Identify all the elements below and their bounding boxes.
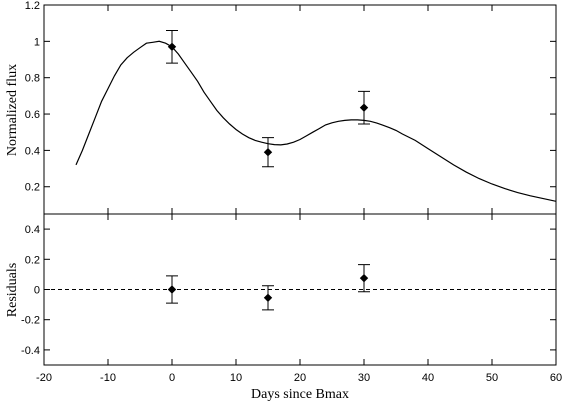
flux-y-tick-label: 1.2 xyxy=(25,0,40,12)
x-tick-label: 20 xyxy=(294,372,306,384)
flux-y-tick-label: 0.2 xyxy=(25,182,40,194)
x-tick-label: 50 xyxy=(486,372,498,384)
flux-model-curve xyxy=(75,40,557,202)
x-tick-label: -10 xyxy=(100,372,116,384)
residuals-y-tick-label: -0.2 xyxy=(21,315,40,327)
x-tick-label: 30 xyxy=(358,372,370,384)
x-tick-label: 10 xyxy=(230,372,242,384)
flux-y-tick-label: 1 xyxy=(34,36,40,48)
residuals-data-point xyxy=(167,285,177,294)
flux-y-tick-label: 0.6 xyxy=(25,109,40,121)
flux-data-point xyxy=(263,148,273,157)
x-tick-label: 0 xyxy=(169,372,175,384)
residuals-y-tick-label: 0 xyxy=(34,285,40,297)
x-tick-label: -20 xyxy=(36,372,52,384)
residuals-data-point xyxy=(359,273,369,283)
flux-frame xyxy=(43,4,557,215)
residuals-panel: -0.4 -0.2 0 0.2 0.4 -20 -10 0 10 20 30 40 50 60 xyxy=(21,213,562,384)
y-axis-title-residuals: Residuals xyxy=(5,263,20,317)
flux-y-tick-label: 0.4 xyxy=(25,145,40,157)
residuals-y-tick-label: 0.4 xyxy=(25,224,40,236)
x-axis-title: Days since Bmax xyxy=(251,387,349,402)
residuals-data-point xyxy=(263,293,273,303)
residuals-y-tick-label: -0.4 xyxy=(21,345,40,357)
flux-panel: 0.2 0.4 0.6 0.8 1 1.2 xyxy=(25,0,557,215)
flux-data-point xyxy=(167,42,177,51)
y-axis-title-flux: Normalized flux xyxy=(5,64,20,156)
residuals-y-tick-label: 0.2 xyxy=(25,254,40,266)
flux-y-tick-label: 0.8 xyxy=(25,73,40,85)
x-tick-label: 40 xyxy=(422,372,434,384)
flux-data-point xyxy=(359,103,369,112)
x-tick-label: 60 xyxy=(550,372,562,384)
